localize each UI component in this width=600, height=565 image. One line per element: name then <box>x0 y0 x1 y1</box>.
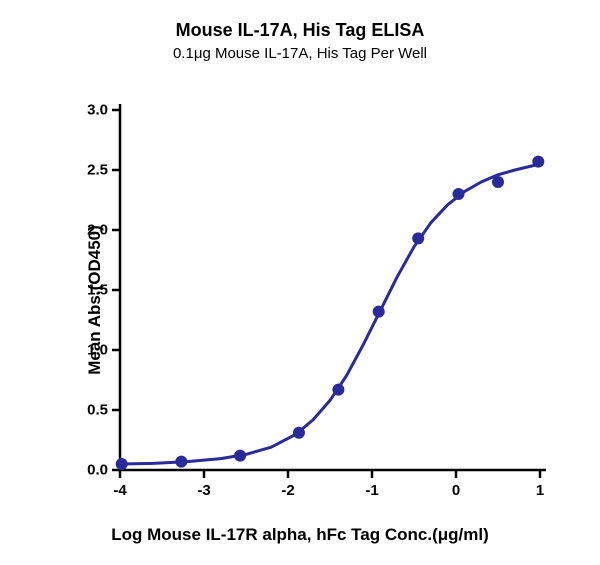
data-marker <box>293 427 305 439</box>
x-axis-label: Log Mouse IL-17R alpha, hFc Tag Conc.(μg… <box>0 525 600 545</box>
data-marker <box>532 156 544 168</box>
x-tick-label: -3 <box>197 482 210 499</box>
dose-response-curve <box>120 164 540 464</box>
data-marker <box>492 176 504 188</box>
data-marker <box>175 456 187 468</box>
data-marker <box>234 450 246 462</box>
y-tick-label: 0.5 <box>87 402 108 419</box>
y-tick-label: 1.5 <box>87 282 108 299</box>
x-tick-label: 0 <box>452 482 460 499</box>
data-marker <box>453 188 465 200</box>
y-tick-label: 1.0 <box>87 342 108 359</box>
y-tick-label: 2.0 <box>87 222 108 239</box>
y-tick-label: 2.5 <box>87 162 108 179</box>
y-tick-label: 3.0 <box>87 102 108 119</box>
x-tick-label: 1 <box>536 482 544 499</box>
data-marker <box>116 458 128 470</box>
chart-title: Mouse IL-17A, His Tag ELISA <box>0 20 600 41</box>
elisa-chart: Mouse IL-17A, His Tag ELISA 0.1μg Mouse … <box>0 0 600 565</box>
data-marker <box>412 232 424 244</box>
plot-area <box>100 90 560 490</box>
y-tick-label: 0.0 <box>87 462 108 479</box>
x-tick-label: -4 <box>113 482 126 499</box>
x-tick-label: -1 <box>365 482 378 499</box>
chart-subtitle: 0.1μg Mouse IL-17A, His Tag Per Well <box>0 45 600 62</box>
x-tick-label: -2 <box>281 482 294 499</box>
data-marker <box>373 306 385 318</box>
data-marker <box>332 384 344 396</box>
